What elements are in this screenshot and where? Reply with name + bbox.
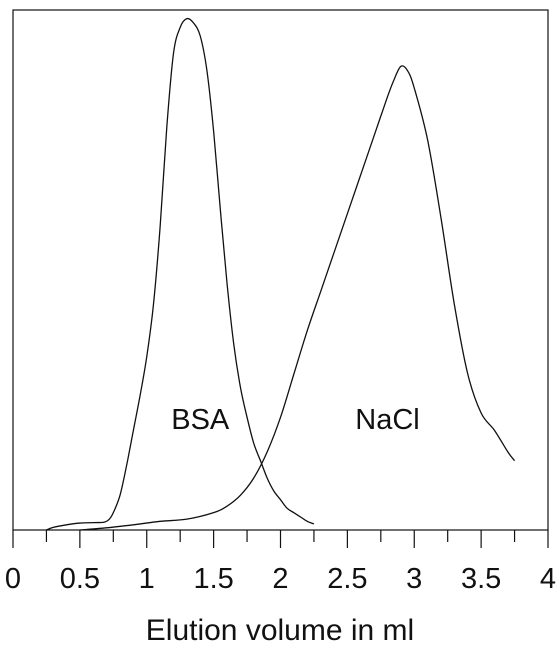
x-axis-ticks bbox=[12, 530, 549, 548]
x-tick-label: 3 bbox=[406, 563, 422, 595]
x-tick-label: 3.5 bbox=[461, 563, 501, 595]
series-label-nacl: NaCl bbox=[355, 404, 419, 436]
series-label-bsa: BSA bbox=[171, 404, 230, 436]
series-line-nacl bbox=[79, 65, 516, 531]
x-tick-label: 0 bbox=[5, 563, 21, 595]
x-tick-label: 2.5 bbox=[327, 563, 367, 595]
series-layer bbox=[46, 17, 516, 531]
x-axis-tick-labels: 0 0.5 1 1.5 2 2.5 3 3.5 4 bbox=[5, 563, 556, 595]
plot-frame bbox=[12, 9, 549, 531]
x-tick-label: 0.5 bbox=[60, 563, 100, 595]
annotation-layer: BSA NaCl bbox=[171, 404, 420, 436]
series-line-bsa bbox=[46, 17, 315, 531]
x-tick-label: 1.5 bbox=[193, 563, 233, 595]
x-tick-label: 2 bbox=[272, 563, 288, 595]
x-tick-label: 1 bbox=[139, 563, 155, 595]
x-axis-label: Elution volume in ml bbox=[146, 614, 414, 647]
x-tick-label: 4 bbox=[540, 563, 556, 595]
